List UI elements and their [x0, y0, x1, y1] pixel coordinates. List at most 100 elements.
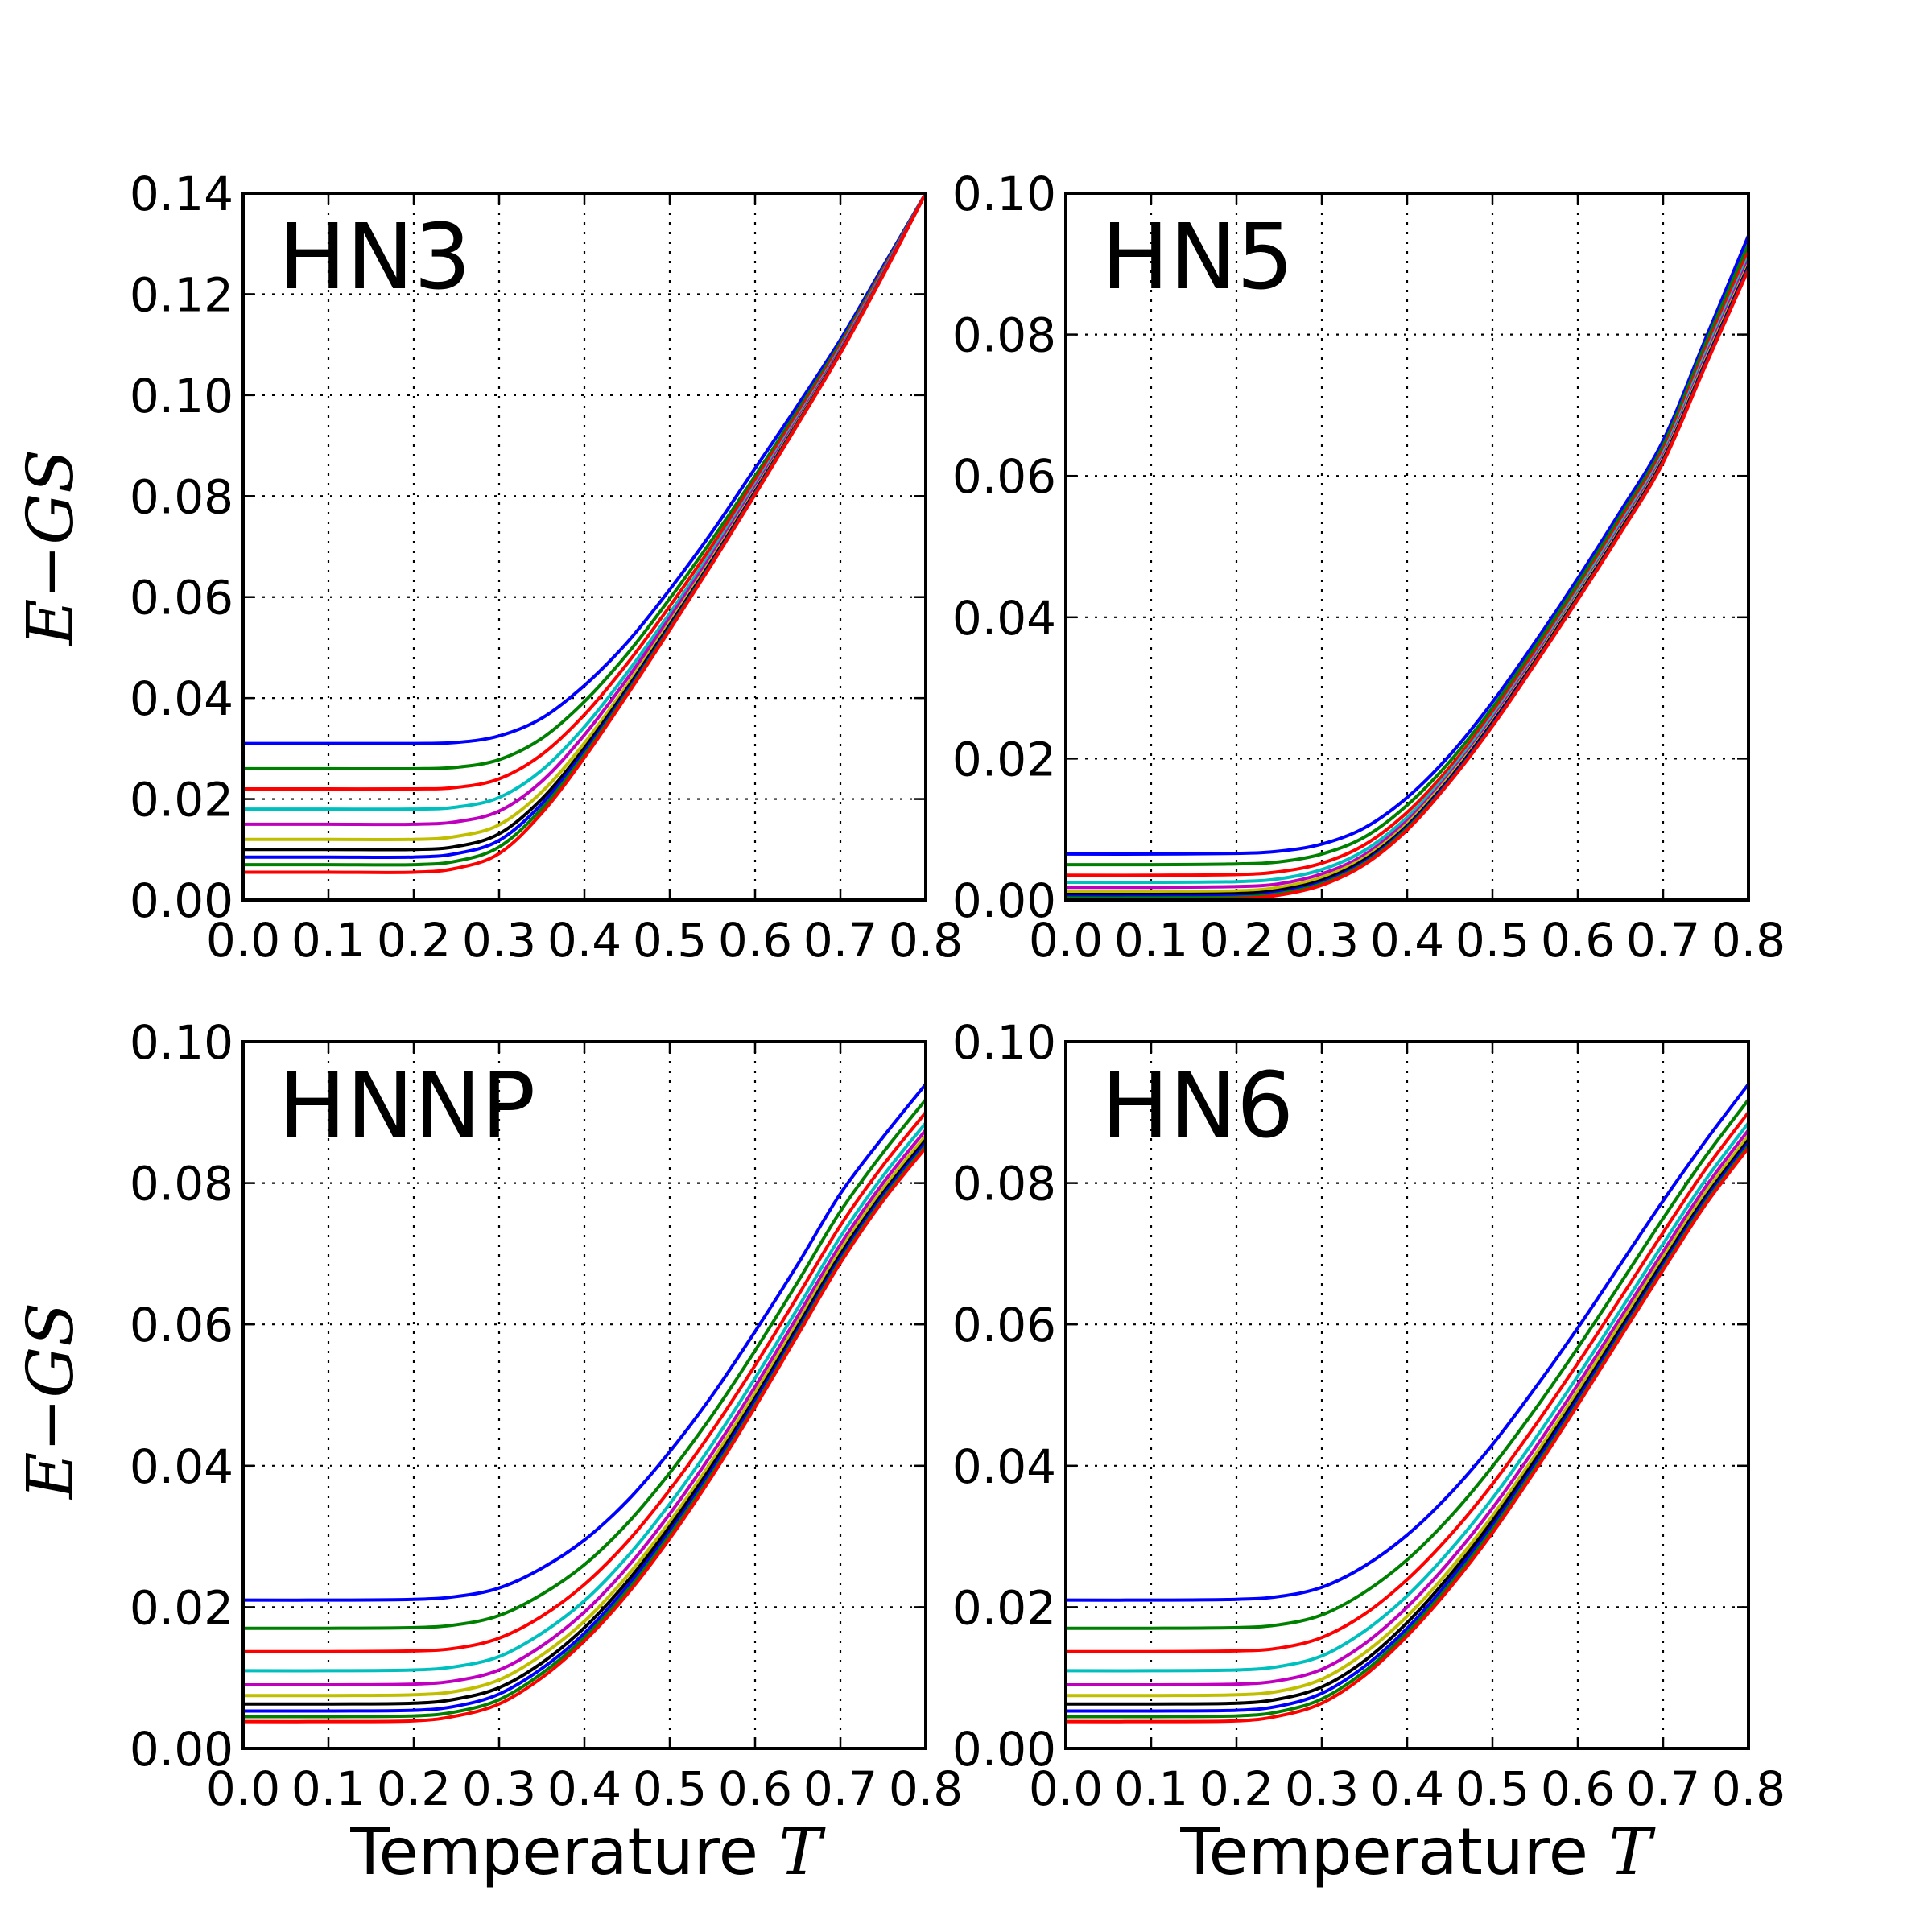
- y-tick-label: 0.06: [952, 449, 1056, 504]
- x-tick-label: 0.3: [462, 913, 536, 968]
- series-line-3: [1066, 250, 1748, 877]
- x-tick-label: 0.4: [547, 1761, 621, 1816]
- series-line-1: [243, 1082, 926, 1602]
- y-tick-label: 0.02: [952, 1580, 1056, 1635]
- series-line-10: [1066, 267, 1748, 900]
- plot-frame: [1064, 192, 1750, 902]
- x-tick-label: 0.1: [1114, 1761, 1188, 1816]
- series-line-2: [1066, 242, 1748, 867]
- series-line-3: [243, 1110, 926, 1653]
- y-tick-label: 0.00: [130, 873, 233, 928]
- x-tick-label: 0.6: [1541, 1761, 1615, 1816]
- y-tick-label: 0.02: [952, 732, 1056, 786]
- series-line-5: [243, 1128, 926, 1687]
- x-tick-label: 0.7: [803, 913, 877, 968]
- x-tick-label: 0.0: [206, 1761, 280, 1816]
- x-tick-label: 0.7: [1626, 913, 1700, 968]
- x-tick-label: 0.6: [718, 913, 792, 968]
- y-tick-label: 0.00: [952, 873, 1056, 928]
- panel-hn6: 0.0 0.1 0.2 0.3 0.4 0.5 0.6 0.7 0.8 0.00 0.02 0.04 0…: [952, 1015, 1785, 1816]
- x-tick-label: 0.4: [547, 913, 621, 968]
- x-tick-label: 0.5: [1455, 1761, 1530, 1816]
- series-line-7: [1066, 1138, 1748, 1706]
- y-tick-label: 0.04: [952, 1439, 1056, 1494]
- series-line-6: [1066, 1133, 1748, 1698]
- y-tick-label: 0.00: [130, 1722, 233, 1777]
- x-tick-label: 0.3: [462, 1761, 536, 1816]
- y-tick-label: 0.04: [130, 1439, 233, 1494]
- panel-hnnp: 0.0 0.1 0.2 0.3 0.4 0.5 0.6 0.7 0.8 0.00 0.02 0.04 0…: [130, 1015, 963, 1816]
- plot-frame: [242, 1040, 927, 1750]
- y-tick-label: 0.08: [130, 469, 233, 524]
- x-tick-label: 0.4: [1370, 913, 1444, 968]
- series-line-10: [243, 1146, 926, 1724]
- series-line-10: [243, 193, 926, 874]
- y-tick-label: 0.08: [952, 1157, 1056, 1212]
- y-tick-label: 0.14: [130, 167, 233, 221]
- y-tick-label: 0.10: [952, 1015, 1056, 1070]
- y-tick-label: 0.08: [952, 308, 1056, 363]
- y-tick-label: 0.12: [130, 267, 233, 322]
- series-line-4: [1066, 255, 1748, 885]
- x-tick-label: 0.5: [633, 913, 707, 968]
- x-tick-label: 0.5: [1455, 913, 1530, 968]
- x-tick-label: 0.2: [377, 913, 451, 968]
- y-tick-label: 0.02: [130, 773, 233, 828]
- x-axis-title-left: Temperature T: [349, 1814, 826, 1889]
- y-tick-label: 0.06: [130, 571, 233, 625]
- series-line-9: [1066, 1144, 1748, 1719]
- y-axis-title-top: E−GS: [13, 449, 88, 647]
- x-axis-title-right: Temperature T: [1179, 1814, 1656, 1889]
- x-tick-label: 0.6: [1541, 913, 1615, 968]
- panel-label: HN6: [1101, 1054, 1294, 1158]
- y-tick-label: 0.04: [952, 591, 1056, 646]
- x-tick-label: 0.8: [1711, 1761, 1785, 1816]
- series-group: [243, 1082, 926, 1724]
- x-tick-label: 0.1: [291, 1761, 365, 1816]
- panel-hn5: 0.0 0.1 0.2 0.3 0.4 0.5 0.6 0.7 0.8 0.00 0.02 0.04 0…: [952, 167, 1785, 968]
- x-tick-label: 0.2: [1199, 1761, 1274, 1816]
- x-tick-label: 0.6: [718, 1761, 792, 1816]
- x-tick-label: 0.0: [206, 913, 280, 968]
- series-line-4: [1066, 1121, 1748, 1673]
- x-tick-label: 0.8: [1711, 913, 1785, 968]
- series-line-4: [243, 1121, 926, 1673]
- x-tick-label: 0.4: [1370, 1761, 1444, 1816]
- series-group: [1066, 233, 1748, 900]
- series-line-2: [243, 1098, 926, 1630]
- y-tick-label: 0.10: [952, 167, 1056, 221]
- series-line-1: [1066, 233, 1748, 856]
- y-tick-label: 0.06: [952, 1298, 1056, 1352]
- x-tick-label: 0.0: [1029, 913, 1103, 968]
- x-tick-label: 0.3: [1285, 1761, 1359, 1816]
- y-tick-label: 0.00: [952, 1722, 1056, 1777]
- y-tick-label: 0.10: [130, 1015, 233, 1070]
- x-tick-label: 0.8: [889, 1761, 963, 1816]
- panels: 0.0 0.1 0.2 0.3 0.4 0.5 0.6 0.7 0.80.000.020.040…: [130, 167, 1785, 1816]
- y-tick-label: 0.04: [130, 671, 233, 726]
- x-tick-label: 0.2: [1199, 913, 1274, 968]
- x-tick-label: 0.0: [1029, 1761, 1103, 1816]
- x-tick-label: 0.7: [803, 1761, 877, 1816]
- series-line-7: [243, 1138, 926, 1706]
- x-tick-label: 0.1: [1114, 913, 1188, 968]
- series-line-1: [1066, 1082, 1748, 1602]
- panel-label: HN5: [1101, 205, 1294, 310]
- series-line-2: [1066, 1098, 1748, 1630]
- series-group: [1066, 1082, 1748, 1724]
- series-line-10: [1066, 1146, 1748, 1724]
- plot-frame: [1064, 1040, 1750, 1750]
- series-group: [243, 193, 926, 874]
- y-tick-label: 0.06: [130, 1298, 233, 1352]
- x-tick-label: 0.8: [889, 913, 963, 968]
- y-axis-title-bottom: E−GS: [13, 1302, 88, 1501]
- panel-label: HNNP: [279, 1054, 535, 1158]
- series-line-3: [1066, 1110, 1748, 1653]
- series-line-1: [243, 193, 926, 745]
- x-tick-label: 0.5: [633, 1761, 707, 1816]
- x-tick-label: 0.7: [1626, 1761, 1700, 1816]
- x-tick-label: 0.3: [1285, 913, 1359, 968]
- y-tick-label: 0.02: [130, 1580, 233, 1635]
- panel-hn3: 0.0 0.1 0.2 0.3 0.4 0.5 0.6 0.7 0.8 0.00 0.02 0.04 0…: [130, 167, 963, 968]
